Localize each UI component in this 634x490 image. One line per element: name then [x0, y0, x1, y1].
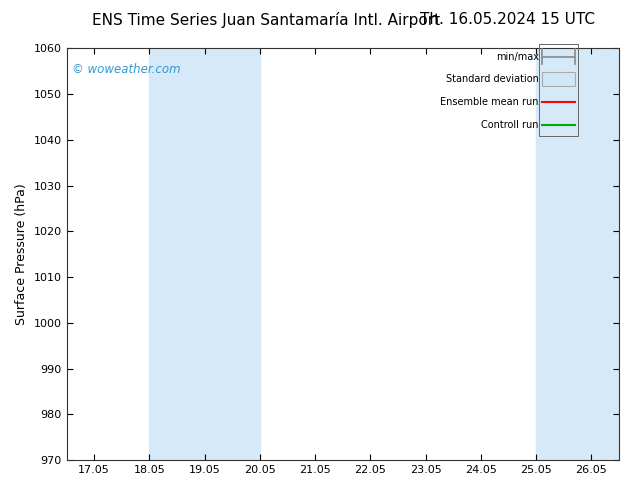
- Text: © woweather.com: © woweather.com: [72, 63, 181, 76]
- Text: ENS Time Series Juan Santamaría Intl. Airport: ENS Time Series Juan Santamaría Intl. Ai…: [92, 12, 441, 28]
- Text: Standard deviation: Standard deviation: [446, 74, 539, 84]
- Y-axis label: Surface Pressure (hPa): Surface Pressure (hPa): [15, 183, 28, 325]
- Text: Th. 16.05.2024 15 UTC: Th. 16.05.2024 15 UTC: [420, 12, 595, 27]
- Bar: [592, 49, 624, 460]
- FancyBboxPatch shape: [541, 72, 575, 87]
- Bar: [539, 44, 578, 136]
- Text: Ensemble mean run: Ensemble mean run: [441, 97, 539, 107]
- Text: min/max: min/max: [496, 51, 539, 62]
- Text: Controll run: Controll run: [481, 120, 539, 129]
- Bar: [150, 49, 260, 460]
- Bar: [536, 49, 592, 460]
